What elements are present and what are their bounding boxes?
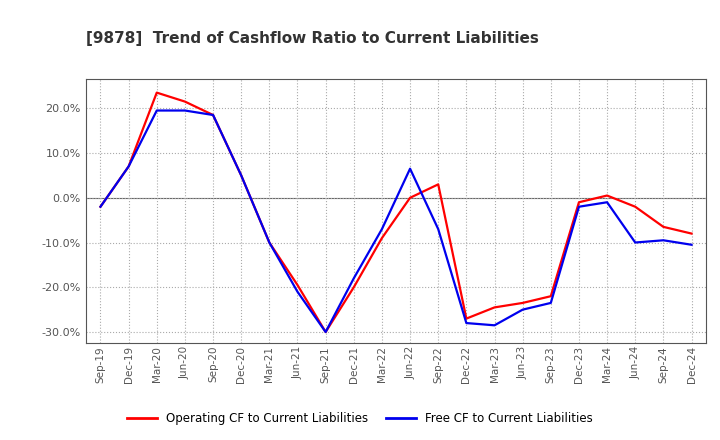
Operating CF to Current Liabilities (293, 282, 302, 288)
Free CF to Current Liabilities (125, 164, 133, 169)
Free CF to Current Liabilities (153, 108, 161, 113)
Free CF to Current Liabilities (631, 240, 639, 245)
Operating CF to Current Liabilities (462, 316, 471, 321)
Operating CF to Current Liabilities (687, 231, 696, 236)
Free CF to Current Liabilities (490, 323, 499, 328)
Operating CF to Current Liabilities (546, 293, 555, 299)
Free CF to Current Liabilities (462, 320, 471, 326)
Free CF to Current Liabilities (209, 112, 217, 117)
Free CF to Current Liabilities (687, 242, 696, 247)
Free CF to Current Liabilities (377, 227, 386, 232)
Free CF to Current Liabilities (96, 204, 105, 209)
Operating CF to Current Liabilities (490, 305, 499, 310)
Operating CF to Current Liabilities (603, 193, 611, 198)
Free CF to Current Liabilities (237, 173, 246, 178)
Operating CF to Current Liabilities (237, 173, 246, 178)
Operating CF to Current Liabilities (265, 240, 274, 245)
Operating CF to Current Liabilities (181, 99, 189, 104)
Free CF to Current Liabilities (659, 238, 667, 243)
Free CF to Current Liabilities (406, 166, 415, 171)
Operating CF to Current Liabilities (377, 235, 386, 241)
Line: Operating CF to Current Liabilities: Operating CF to Current Liabilities (101, 93, 691, 332)
Operating CF to Current Liabilities (209, 112, 217, 117)
Free CF to Current Liabilities (603, 200, 611, 205)
Operating CF to Current Liabilities (659, 224, 667, 230)
Operating CF to Current Liabilities (96, 204, 105, 209)
Line: Free CF to Current Liabilities: Free CF to Current Liabilities (101, 110, 691, 332)
Free CF to Current Liabilities (321, 330, 330, 335)
Operating CF to Current Liabilities (406, 195, 415, 200)
Operating CF to Current Liabilities (125, 164, 133, 169)
Text: [9878]  Trend of Cashflow Ratio to Current Liabilities: [9878] Trend of Cashflow Ratio to Curren… (86, 31, 539, 46)
Free CF to Current Liabilities (546, 300, 555, 305)
Free CF to Current Liabilities (575, 204, 583, 209)
Free CF to Current Liabilities (434, 227, 443, 232)
Legend: Operating CF to Current Liabilities, Free CF to Current Liabilities: Operating CF to Current Liabilities, Fre… (122, 407, 598, 430)
Operating CF to Current Liabilities (434, 182, 443, 187)
Operating CF to Current Liabilities (575, 200, 583, 205)
Operating CF to Current Liabilities (631, 204, 639, 209)
Operating CF to Current Liabilities (518, 300, 527, 305)
Operating CF to Current Liabilities (321, 330, 330, 335)
Free CF to Current Liabilities (181, 108, 189, 113)
Free CF to Current Liabilities (293, 289, 302, 294)
Free CF to Current Liabilities (265, 240, 274, 245)
Operating CF to Current Liabilities (349, 285, 358, 290)
Free CF to Current Liabilities (518, 307, 527, 312)
Free CF to Current Liabilities (349, 276, 358, 281)
Operating CF to Current Liabilities (153, 90, 161, 95)
